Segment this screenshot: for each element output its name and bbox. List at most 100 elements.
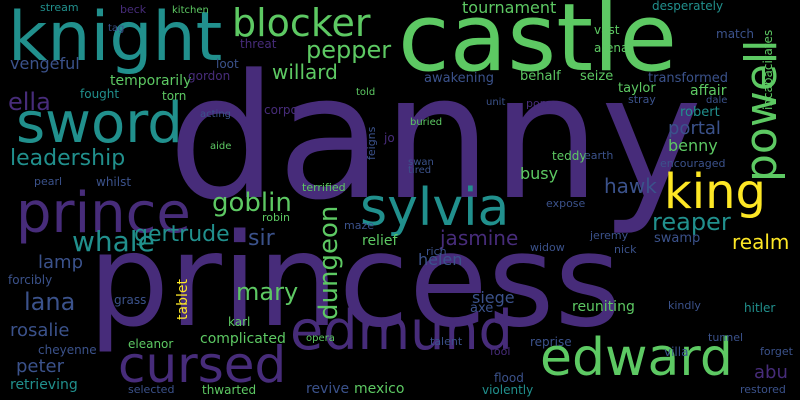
word-complicated: complicated xyxy=(200,331,286,347)
word-tired: tired xyxy=(408,165,432,176)
word-pony: pony xyxy=(526,97,554,110)
word-castle: castle xyxy=(398,0,678,93)
word-reaper: reaper xyxy=(652,208,731,236)
word-lamp: lamp xyxy=(38,252,83,273)
word-fought: fought xyxy=(80,87,120,101)
word-siege: siege xyxy=(472,288,515,307)
word-dungeon: dungeon xyxy=(314,205,344,320)
word-forget: forget xyxy=(760,345,793,358)
word-encouraged: encouraged xyxy=(660,157,726,170)
word-ella: ella xyxy=(8,88,51,116)
word-taylor: taylor xyxy=(618,81,656,96)
word-rosalie: rosalie xyxy=(10,320,70,341)
word-hawk: hawk xyxy=(604,174,657,198)
word-grass: grass xyxy=(114,293,147,307)
word-hitler: hitler xyxy=(744,301,776,315)
word-axe: axe xyxy=(470,301,494,316)
word-benny: benny xyxy=(668,136,718,155)
word-princess: princess xyxy=(88,207,622,356)
word-feigns: feigns xyxy=(365,126,378,160)
word-mexico: mexico xyxy=(354,381,405,397)
word-unit: unit xyxy=(486,97,506,108)
word-knight: knight xyxy=(8,0,223,77)
word-loot: loot xyxy=(216,57,239,71)
word-jo: jo xyxy=(384,131,395,145)
word-tablet: tablet xyxy=(175,279,191,320)
word-abu: abu xyxy=(754,362,788,383)
word-edmund: edmund xyxy=(290,299,513,362)
word-peter: peter xyxy=(16,356,65,377)
word-beck: beck xyxy=(120,3,147,16)
word-swamp: swamp xyxy=(654,231,701,246)
word-torn: torn xyxy=(162,89,187,103)
word-rich: rich xyxy=(426,245,447,258)
word-karl: karl xyxy=(228,315,251,329)
word-willard: willard xyxy=(272,60,338,84)
word-cursed: cursed xyxy=(118,336,287,394)
word-teddy: teddy xyxy=(552,149,587,163)
word-corporate: corporate xyxy=(264,103,323,117)
word-widow: widow xyxy=(530,241,565,254)
word-kitchen: kitchen xyxy=(172,5,209,16)
word-tunnel: tunnel xyxy=(708,331,744,344)
word-match: match xyxy=(716,27,754,41)
word-transformed: transformed xyxy=(648,71,728,86)
word-swan: swan xyxy=(408,157,434,168)
word-selected: selected xyxy=(128,383,175,396)
word-opera: opera xyxy=(306,333,335,344)
word-kindly: kindly xyxy=(668,299,701,312)
word-buried: buried xyxy=(410,117,443,128)
word-terrified: terrified xyxy=(302,181,346,194)
word-sir: sir xyxy=(248,226,275,251)
word-aide: aide xyxy=(210,141,232,152)
word-maze: maze xyxy=(344,219,374,232)
word-threat: threat xyxy=(240,37,277,51)
word-danny: danny xyxy=(168,37,703,238)
word-forcibly: forcibly xyxy=(8,273,53,287)
word-relief: relief xyxy=(362,233,398,249)
word-villa: villa xyxy=(664,345,689,359)
word-retrieving: retrieving xyxy=(10,377,78,393)
word-edward: edward xyxy=(540,328,733,388)
word-whilst: whilst xyxy=(96,175,132,189)
word-sword: sword xyxy=(16,91,183,156)
word-jasmine: jasmine xyxy=(440,226,519,250)
word-gordon: gordon xyxy=(188,69,231,83)
word-nick: nick xyxy=(614,243,637,256)
word-stream: stream xyxy=(40,1,79,14)
word-king: king xyxy=(664,164,767,220)
word-reuniting: reuniting xyxy=(572,299,635,315)
word-told: told xyxy=(356,87,376,98)
word-whale: whale xyxy=(72,225,155,258)
word-pearl: pearl xyxy=(34,175,63,188)
word-robin: robin xyxy=(262,211,291,224)
word-expose: expose xyxy=(546,197,586,210)
word-desperately: desperately xyxy=(652,0,724,13)
word-acting: acting xyxy=(200,109,232,120)
word-awakening: awakening xyxy=(424,71,494,86)
word-goblin: goblin xyxy=(212,188,292,218)
word-fool: fool xyxy=(490,345,511,358)
word-temporarily: temporarily xyxy=(110,73,192,89)
word-tag: tag xyxy=(108,23,125,34)
word-busy: busy xyxy=(520,164,559,183)
word-robert: robert xyxy=(680,105,720,120)
word-tournament: tournament xyxy=(462,0,557,17)
word-cheyenne: cheyenne xyxy=(38,343,97,357)
word-behalf: behalf xyxy=(520,69,561,84)
word-pepper: pepper xyxy=(306,36,392,64)
word-incapacitates: incapacitates xyxy=(761,29,775,110)
word-affair: affair xyxy=(690,83,727,99)
word-flood: flood xyxy=(494,371,524,385)
word-stray: stray xyxy=(628,93,656,106)
word-dale: dale xyxy=(706,95,728,106)
word-jeremy: jeremy xyxy=(590,229,629,242)
word-prince: prince xyxy=(16,181,191,246)
word-helen: helen xyxy=(418,250,463,269)
word-lana: lana xyxy=(24,288,76,316)
word-violently: violently xyxy=(482,383,534,397)
word-earth: earth xyxy=(584,149,614,162)
word-reprise: reprise xyxy=(530,335,572,349)
word-talent: talent xyxy=(430,335,463,348)
word-arena: arena xyxy=(594,41,629,55)
